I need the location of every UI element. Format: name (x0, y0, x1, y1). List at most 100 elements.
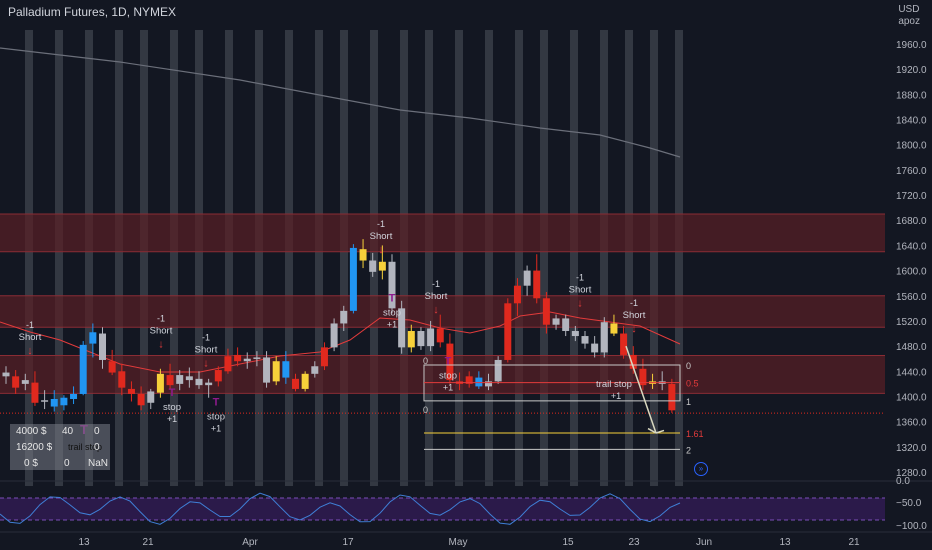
stat-cell: 0 (64, 458, 70, 469)
short-signal-label: Short (370, 231, 393, 242)
short-signal-label: Short (195, 344, 218, 355)
signal-qty-label: -1 (377, 219, 385, 229)
price-axis-bg (885, 0, 932, 550)
candle-body (147, 391, 155, 403)
time-tick-label: 17 (342, 537, 354, 548)
candle-body (320, 347, 328, 367)
candle-body (533, 270, 541, 299)
price-zone (0, 295, 885, 328)
signal-qty-label: -1 (432, 279, 440, 289)
session-band (570, 30, 578, 486)
price-zone (0, 213, 885, 252)
time-tick-label: 15 (562, 537, 574, 548)
stat-cell: NaN (88, 458, 109, 469)
fib-level-label: 0.5 (686, 379, 699, 389)
trail-stop-label: trail stop (596, 379, 632, 390)
price-tick-label: 1480.0 (896, 342, 927, 353)
candle-body (79, 344, 87, 394)
candle-body (2, 372, 10, 377)
short-signal-label: Short (150, 326, 173, 337)
stop-signal-label: stop (207, 411, 225, 422)
candle-body (513, 285, 521, 304)
candle-body (610, 323, 618, 334)
candle-body (234, 354, 242, 362)
stop-signal-label: stop (383, 308, 401, 319)
candle-body (21, 380, 29, 384)
session-band (485, 30, 493, 486)
stat-cell: trail stop (68, 442, 103, 452)
candle-body (465, 376, 473, 384)
session-band (400, 30, 408, 486)
candle-body (562, 318, 570, 332)
price-tick-label: 1320.0 (896, 443, 927, 454)
candle-body (214, 370, 222, 382)
signal-qty-label: -1 (157, 314, 165, 324)
stop-signal-label: stop (163, 402, 181, 413)
session-band (600, 30, 608, 486)
session-band (285, 30, 293, 486)
candle-body (591, 343, 599, 353)
stop-qty-label: +1 (167, 414, 177, 424)
fib-zero-label: 0 (423, 405, 428, 415)
candle-body (50, 398, 58, 407)
candle-body (446, 343, 454, 381)
candle-body (639, 368, 647, 386)
candle-body (504, 303, 512, 360)
scale-label: apoz (898, 16, 920, 27)
session-band (625, 30, 633, 486)
price-tick-label: 1840.0 (896, 116, 927, 127)
session-band (85, 30, 93, 486)
price-tick-label: 1680.0 (896, 216, 927, 227)
candle-body (70, 393, 78, 399)
price-tick-label: 1280.0 (896, 468, 927, 479)
candle-body (282, 361, 290, 378)
projection-arrow (625, 345, 657, 434)
session-band (170, 30, 178, 486)
currency-label: USD (898, 4, 920, 15)
session-band (195, 30, 203, 486)
short-arrow-icon: ↓ (631, 323, 637, 335)
session-band (315, 30, 323, 486)
candle-body (137, 393, 145, 406)
candle-body (272, 361, 280, 382)
candle-body (243, 358, 251, 362)
oscillator-tick-label: −100.0 (896, 521, 927, 532)
stop-marker-icon: T (169, 387, 176, 399)
candle-body (166, 375, 174, 386)
price-zone (0, 355, 885, 394)
scroll-to-realtime-icon[interactable]: » (694, 462, 708, 476)
candle-body (398, 308, 406, 348)
price-tick-label: 1720.0 (896, 191, 927, 202)
candle-body (205, 382, 213, 386)
price-tick-label: 1560.0 (896, 292, 927, 303)
candle-body (436, 328, 444, 343)
price-tick-label: 1600.0 (896, 267, 927, 278)
time-tick-label: 13 (78, 537, 90, 548)
candle-body (523, 270, 531, 286)
session-band (370, 30, 378, 486)
time-tick-label: Apr (242, 537, 258, 548)
time-tick-label: 13 (779, 537, 791, 548)
candle-body (156, 373, 164, 393)
candle-body (407, 331, 415, 348)
candle-body (31, 382, 39, 403)
signal-qty-label: -1 (26, 320, 34, 330)
signal-qty-label: -1 (630, 298, 638, 308)
candle-body (99, 333, 106, 360)
fib-level-label: 0 (686, 361, 691, 371)
candle-body (475, 377, 483, 387)
time-tick-label: 21 (142, 537, 154, 548)
time-tick-label: Jun (696, 537, 712, 548)
price-tick-label: 1640.0 (896, 241, 927, 252)
candle-body (485, 381, 492, 387)
short-arrow-icon: ↓ (433, 304, 439, 316)
candle-body (263, 357, 271, 383)
price-tick-label: 1960.0 (896, 40, 927, 51)
stat-cell: 0 $ (24, 458, 38, 469)
candle-body (349, 247, 357, 311)
candle-body (108, 361, 116, 373)
candle-body (195, 378, 203, 386)
stop-signal-label: stop (439, 370, 457, 381)
